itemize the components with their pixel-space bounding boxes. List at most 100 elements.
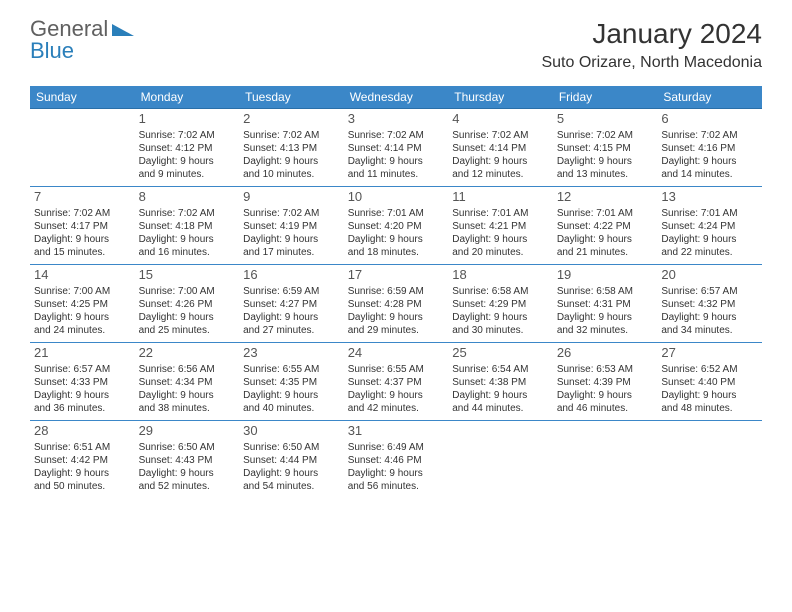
- calendar-day-cell: 22Sunrise: 6:56 AMSunset: 4:34 PMDayligh…: [135, 343, 240, 421]
- calendar-day-cell: 19Sunrise: 6:58 AMSunset: 4:31 PMDayligh…: [553, 265, 658, 343]
- day-number: 4: [452, 111, 549, 128]
- day-info-line: Sunrise: 7:02 AM: [348, 129, 445, 142]
- day-info-line: Sunset: 4:22 PM: [557, 220, 654, 233]
- day-info-line: Sunrise: 6:52 AM: [661, 363, 758, 376]
- day-info-line: Sunrise: 7:02 AM: [243, 207, 340, 220]
- calendar-day-cell: [553, 421, 658, 499]
- day-info-line: and 15 minutes.: [34, 246, 131, 259]
- day-info-line: Sunrise: 7:02 AM: [139, 207, 236, 220]
- day-info-line: and 27 minutes.: [243, 324, 340, 337]
- day-info-line: Sunset: 4:21 PM: [452, 220, 549, 233]
- day-info-line: Daylight: 9 hours: [243, 155, 340, 168]
- calendar-day-cell: 20Sunrise: 6:57 AMSunset: 4:32 PMDayligh…: [657, 265, 762, 343]
- day-number: 14: [34, 267, 131, 284]
- day-info-line: Sunset: 4:34 PM: [139, 376, 236, 389]
- day-info-line: and 48 minutes.: [661, 402, 758, 415]
- logo-word2: Blue: [30, 38, 74, 63]
- day-info-line: Sunset: 4:26 PM: [139, 298, 236, 311]
- day-info-line: Daylight: 9 hours: [661, 389, 758, 402]
- calendar-day-cell: 31Sunrise: 6:49 AMSunset: 4:46 PMDayligh…: [344, 421, 449, 499]
- day-number: 6: [661, 111, 758, 128]
- day-info-line: and 20 minutes.: [452, 246, 549, 259]
- day-number: 8: [139, 189, 236, 206]
- day-info-line: Sunrise: 7:00 AM: [34, 285, 131, 298]
- calendar-week-row: 28Sunrise: 6:51 AMSunset: 4:42 PMDayligh…: [30, 421, 762, 499]
- calendar-day-cell: 11Sunrise: 7:01 AMSunset: 4:21 PMDayligh…: [448, 187, 553, 265]
- day-info-line: Sunset: 4:46 PM: [348, 454, 445, 467]
- day-info-line: Daylight: 9 hours: [557, 155, 654, 168]
- day-number: 29: [139, 423, 236, 440]
- day-info-line: Daylight: 9 hours: [139, 467, 236, 480]
- day-info-line: Daylight: 9 hours: [348, 311, 445, 324]
- calendar-day-cell: 16Sunrise: 6:59 AMSunset: 4:27 PMDayligh…: [239, 265, 344, 343]
- day-info-line: Daylight: 9 hours: [348, 155, 445, 168]
- day-info-line: and 18 minutes.: [348, 246, 445, 259]
- calendar-header-row: Sunday Monday Tuesday Wednesday Thursday…: [30, 86, 762, 109]
- day-info-line: and 13 minutes.: [557, 168, 654, 181]
- day-info-line: Daylight: 9 hours: [661, 311, 758, 324]
- day-info-line: Sunset: 4:33 PM: [34, 376, 131, 389]
- day-info-line: Sunset: 4:14 PM: [348, 142, 445, 155]
- day-info-line: and 25 minutes.: [139, 324, 236, 337]
- day-number: 16: [243, 267, 340, 284]
- day-info-line: Daylight: 9 hours: [348, 467, 445, 480]
- calendar-week-row: 7Sunrise: 7:02 AMSunset: 4:17 PMDaylight…: [30, 187, 762, 265]
- day-info-line: Sunrise: 6:58 AM: [452, 285, 549, 298]
- day-info-line: Sunrise: 7:01 AM: [557, 207, 654, 220]
- day-number: 18: [452, 267, 549, 284]
- day-info-line: Daylight: 9 hours: [661, 233, 758, 246]
- day-info-line: Sunrise: 7:02 AM: [661, 129, 758, 142]
- calendar-page: General Blue January 2024 Suto Orizare, …: [0, 0, 792, 519]
- day-info-line: Sunrise: 7:02 AM: [243, 129, 340, 142]
- day-info-line: Sunset: 4:27 PM: [243, 298, 340, 311]
- day-number: 21: [34, 345, 131, 362]
- day-info-line: Daylight: 9 hours: [348, 389, 445, 402]
- day-info-line: Sunrise: 7:02 AM: [139, 129, 236, 142]
- calendar-day-cell: 18Sunrise: 6:58 AMSunset: 4:29 PMDayligh…: [448, 265, 553, 343]
- day-info-line: Daylight: 9 hours: [452, 389, 549, 402]
- day-number: 7: [34, 189, 131, 206]
- day-number: 17: [348, 267, 445, 284]
- day-info-line: Daylight: 9 hours: [243, 389, 340, 402]
- day-info-line: Sunset: 4:13 PM: [243, 142, 340, 155]
- calendar-day-cell: 12Sunrise: 7:01 AMSunset: 4:22 PMDayligh…: [553, 187, 658, 265]
- day-number: 28: [34, 423, 131, 440]
- day-info-line: and 9 minutes.: [139, 168, 236, 181]
- calendar-day-cell: 15Sunrise: 7:00 AMSunset: 4:26 PMDayligh…: [135, 265, 240, 343]
- day-info-line: and 44 minutes.: [452, 402, 549, 415]
- day-info-line: and 22 minutes.: [661, 246, 758, 259]
- month-title: January 2024: [541, 18, 762, 50]
- day-info-line: Daylight: 9 hours: [34, 233, 131, 246]
- title-block: January 2024 Suto Orizare, North Macedon…: [541, 18, 762, 72]
- day-info-line: Daylight: 9 hours: [557, 233, 654, 246]
- day-info-line: and 40 minutes.: [243, 402, 340, 415]
- weekday-header: Tuesday: [239, 86, 344, 109]
- day-number: 15: [139, 267, 236, 284]
- day-info-line: Daylight: 9 hours: [557, 389, 654, 402]
- day-info-line: Sunrise: 6:57 AM: [34, 363, 131, 376]
- calendar-week-row: 14Sunrise: 7:00 AMSunset: 4:25 PMDayligh…: [30, 265, 762, 343]
- day-info-line: Sunrise: 7:01 AM: [661, 207, 758, 220]
- day-info-line: Sunrise: 6:59 AM: [348, 285, 445, 298]
- calendar-day-cell: [448, 421, 553, 499]
- calendar-day-cell: 23Sunrise: 6:55 AMSunset: 4:35 PMDayligh…: [239, 343, 344, 421]
- day-info-line: and 11 minutes.: [348, 168, 445, 181]
- day-info-line: Sunrise: 6:55 AM: [348, 363, 445, 376]
- day-info-line: Sunset: 4:44 PM: [243, 454, 340, 467]
- calendar-day-cell: 25Sunrise: 6:54 AMSunset: 4:38 PMDayligh…: [448, 343, 553, 421]
- day-number: 11: [452, 189, 549, 206]
- day-info-line: Sunset: 4:32 PM: [661, 298, 758, 311]
- calendar-day-cell: 29Sunrise: 6:50 AMSunset: 4:43 PMDayligh…: [135, 421, 240, 499]
- day-info-line: Sunrise: 6:51 AM: [34, 441, 131, 454]
- day-info-line: Sunrise: 7:02 AM: [34, 207, 131, 220]
- day-info-line: Daylight: 9 hours: [34, 467, 131, 480]
- day-info-line: and 12 minutes.: [452, 168, 549, 181]
- day-info-line: and 21 minutes.: [557, 246, 654, 259]
- day-info-line: Daylight: 9 hours: [557, 311, 654, 324]
- day-info-line: and 52 minutes.: [139, 480, 236, 493]
- calendar-day-cell: 26Sunrise: 6:53 AMSunset: 4:39 PMDayligh…: [553, 343, 658, 421]
- calendar-day-cell: 5Sunrise: 7:02 AMSunset: 4:15 PMDaylight…: [553, 109, 658, 187]
- calendar-day-cell: 10Sunrise: 7:01 AMSunset: 4:20 PMDayligh…: [344, 187, 449, 265]
- day-info-line: Sunset: 4:29 PM: [452, 298, 549, 311]
- day-info-line: and 29 minutes.: [348, 324, 445, 337]
